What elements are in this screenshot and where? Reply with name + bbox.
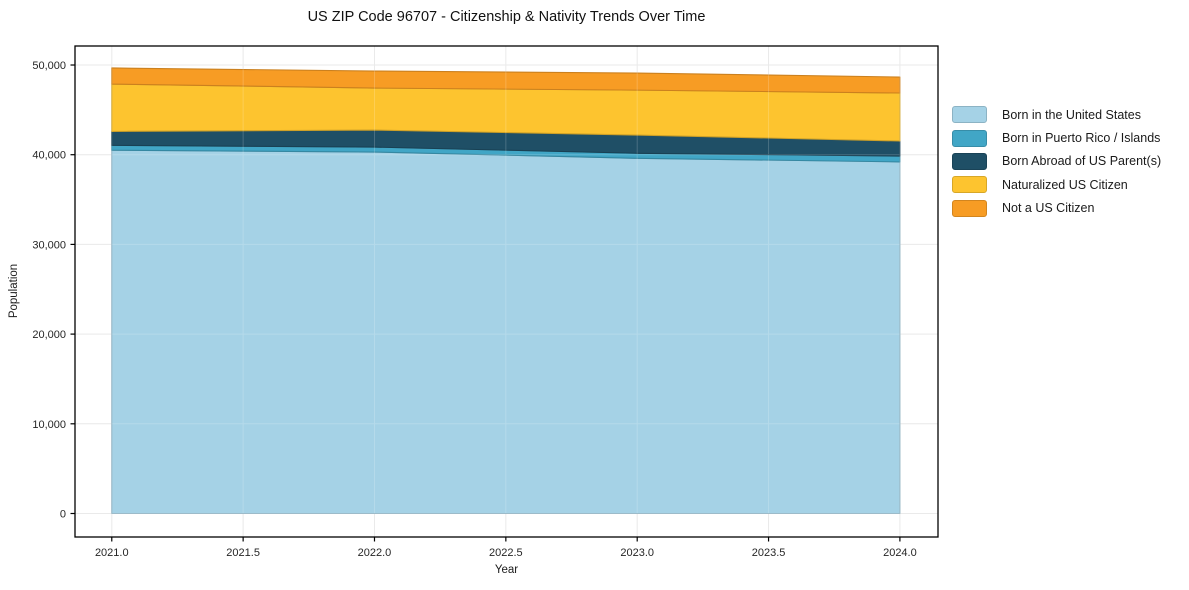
grid-overlay <box>75 46 938 537</box>
y-tick-label: 0 <box>60 508 66 520</box>
legend-item: Born in Puerto Rico / Islands <box>952 126 1161 149</box>
legend-swatch-icon <box>952 129 987 147</box>
legend-swatch-icon <box>952 152 987 170</box>
x-tick-label: 2023.0 <box>620 547 654 559</box>
area-series-4 <box>111 67 901 94</box>
y-tick-label: 50,000 <box>32 60 66 72</box>
y-tick-label: 10,000 <box>32 419 66 431</box>
x-axis-label: Year <box>494 564 519 576</box>
y-tick-label: 40,000 <box>32 150 66 162</box>
chart-title: US ZIP Code 96707 - Citizenship & Nativi… <box>307 9 706 25</box>
legend-item: Born in the United States <box>952 103 1161 126</box>
plot-border <box>74 45 939 538</box>
x-tick-label: 2024.0 <box>883 547 917 559</box>
legend-label: Born in the United States <box>1002 107 1141 122</box>
legend: Born in the United States Born in Puerto… <box>952 103 1161 220</box>
x-tick-label: 2021.5 <box>226 547 260 559</box>
legend-label: Born in Puerto Rico / Islands <box>1002 131 1161 146</box>
legend-label: Naturalized US Citizen <box>1002 177 1128 192</box>
y-axis-label: Population <box>8 263 20 319</box>
x-tick-label: 2021.0 <box>95 547 129 559</box>
y-tick-label: 30,000 <box>32 239 66 251</box>
stacked-areas <box>111 67 901 515</box>
legend-item: Not a US Citizen <box>952 197 1161 220</box>
legend-swatch-icon <box>952 176 987 194</box>
axis-ticks: 2021.0 2021.5 2022.0 2022.5 2023.0 2023.5 2024… <box>32 60 916 559</box>
legend-item: Naturalized US Citizen <box>952 173 1161 196</box>
legend-label: Not a US Citizen <box>1002 201 1095 216</box>
legend-swatch-icon <box>952 106 987 124</box>
legend-label: Born Abroad of US Parent(s) <box>1002 154 1162 169</box>
x-tick-label: 2022.0 <box>358 547 392 559</box>
legend-swatch-icon <box>952 199 987 217</box>
x-tick-label: 2023.5 <box>752 547 786 559</box>
y-tick-label: 20,000 <box>32 329 66 341</box>
legend-item: Born Abroad of US Parent(s) <box>952 150 1161 173</box>
x-tick-label: 2022.5 <box>489 547 523 559</box>
